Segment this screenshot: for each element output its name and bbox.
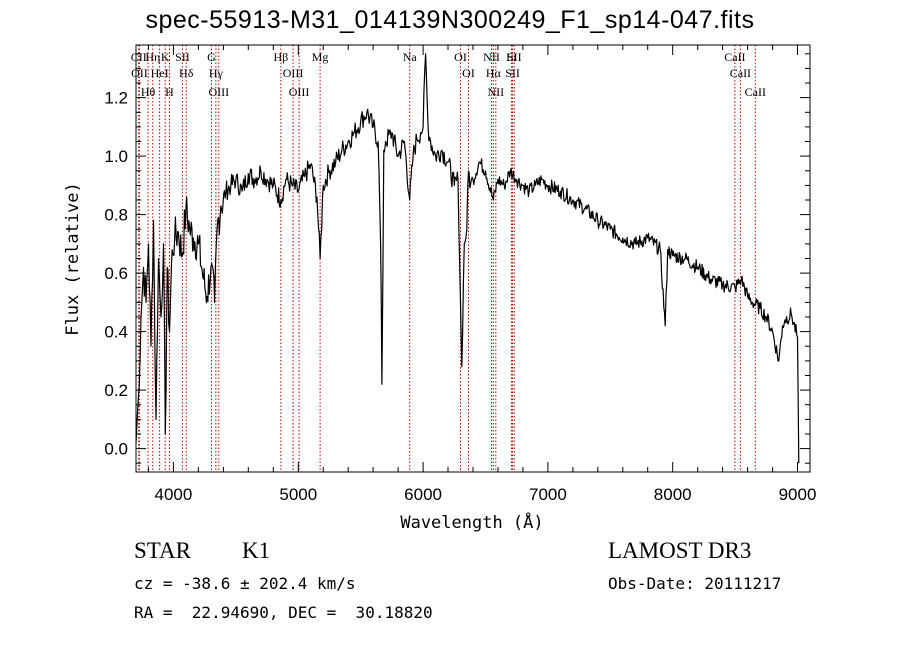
spectral-line-label: OIII — [283, 66, 304, 80]
y-tick-label: 0.0 — [104, 440, 128, 459]
spectrum-line — [135, 53, 800, 464]
spectral-line-label: H — [165, 85, 174, 99]
x-tick-label: 7000 — [529, 485, 567, 504]
spectral-line-label: OIII — [289, 85, 310, 99]
spectral-line-label: NII — [483, 50, 500, 64]
spectral-line-label: Na — [403, 50, 418, 64]
axis-ticks: 4000 5000 6000 7000 8000 9000 0.0 0.2 0.4 0.6 0.8 1… — [104, 45, 816, 504]
spectrum-series — [135, 53, 800, 464]
x-tick-label: 9000 — [779, 485, 817, 504]
spectral-line-label: Li — [506, 50, 517, 64]
spectral-line-label: OII — [131, 66, 148, 80]
spectral-line-label: Hβ — [274, 50, 289, 64]
y-tick-label: 0.4 — [104, 323, 128, 342]
spectral-line-label: CaII — [745, 85, 766, 99]
plot-frame — [135, 44, 811, 473]
x-tick-label: 6000 — [404, 485, 442, 504]
y-tick-label: 0.8 — [104, 206, 128, 225]
sky-coordinates: RA = 22.94690, DEC = 30.18820 — [134, 603, 433, 622]
spectral-line-label: Hδ — [179, 66, 194, 80]
survey-name: LAMOST DR3 — [608, 538, 752, 563]
x-tick-label: 8000 — [654, 485, 692, 504]
x-axis-label: Wavelength (Å) — [400, 511, 543, 533]
object-class: STAR — [134, 538, 191, 563]
object-subclass: K1 — [242, 538, 271, 563]
y-axis-label: Flux (relative) — [63, 182, 83, 336]
spectral-line-label: OI — [454, 50, 467, 64]
chart-title: spec-55913-M31_014139N300249_F1_sp14-047… — [145, 6, 755, 34]
spectral-line-label: SII — [507, 50, 522, 64]
spectral-line-label: Hη — [145, 50, 160, 64]
spectral-line-labels: Hθ CII OII Hη HeI K H Hδ SII OIII Hγ G OIII OIII Hβ Mg N… — [131, 50, 766, 99]
spectral-line-label: CaII — [724, 50, 745, 64]
spectral-line-label: Hγ — [209, 66, 224, 80]
spectral-line-label: OIII — [208, 85, 229, 99]
spectral-line-label: Hα — [486, 66, 502, 80]
redshift-velocity: cz = -38.6 ± 202.4 km/s — [134, 574, 356, 593]
x-tick-label: 5000 — [279, 485, 317, 504]
spectral-line-markers — [138, 45, 756, 472]
spectral-line-label: NII — [487, 85, 504, 99]
observation-date: Obs-Date: 20111217 — [608, 574, 782, 593]
y-tick-label: 0.2 — [104, 381, 128, 400]
spectral-line-label: Hθ — [141, 85, 156, 99]
spectral-line-label: HeI — [151, 66, 169, 80]
spectral-line-label: SII — [505, 66, 520, 80]
spectral-line-label: SII — [175, 50, 190, 64]
spectral-line-label: Mg — [312, 50, 329, 64]
spectral-line-label: CaII — [730, 66, 751, 80]
y-tick-label: 0.6 — [104, 264, 128, 283]
spectral-line-label: CII — [131, 50, 147, 64]
spectral-line-label: K — [161, 50, 170, 64]
x-tick-label: 4000 — [154, 485, 192, 504]
spectral-line-label: OI — [462, 66, 475, 80]
y-tick-label: 1.2 — [104, 89, 128, 108]
y-tick-label: 1.0 — [104, 147, 128, 166]
spectral-line-label: G — [207, 50, 216, 64]
